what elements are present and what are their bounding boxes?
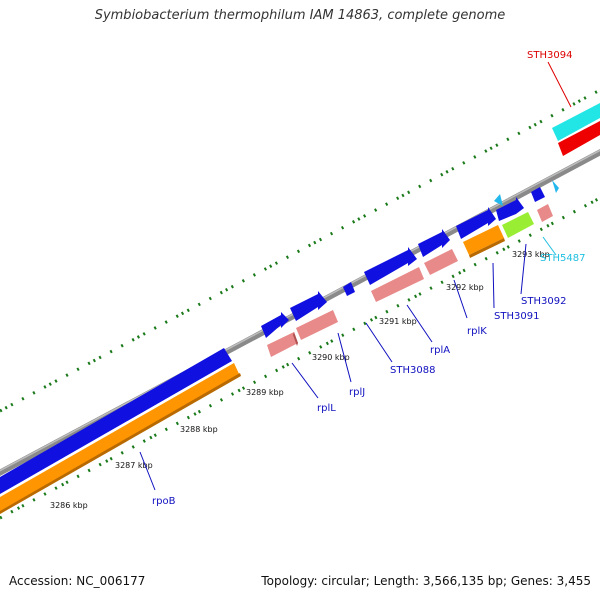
gene-extra-2 <box>494 194 503 206</box>
label-sth3088: STH3088 <box>390 365 435 376</box>
other-features[interactable] <box>463 212 534 258</box>
gene-rplJ <box>290 291 327 321</box>
label-sth3091: STH3091 <box>494 311 539 322</box>
label-rpla: rplA <box>430 345 450 356</box>
svg-text:3289 kbp: 3289 kbp <box>246 388 284 397</box>
svg-text:3293 kbp: 3293 kbp <box>512 250 550 259</box>
gene-rplK <box>418 229 450 257</box>
accession-text: Accession: NC_006177 <box>9 574 146 588</box>
rna-genes[interactable] <box>267 204 553 357</box>
gene-sth3092 <box>496 197 524 221</box>
label-sth5487: STH5487 <box>540 253 585 264</box>
gene-rplA <box>364 247 417 285</box>
map-title: Symbiobacterium thermophilum IAM 14863, … <box>94 8 506 23</box>
gene-rpob[interactable] <box>0 348 241 514</box>
gene-extra-3 <box>552 180 559 193</box>
cds-forward-genes[interactable] <box>261 180 559 338</box>
label-leaders <box>139 236 557 491</box>
gene-labels: rpoB rplL rplJ STH3088 rplA rplK STH3091… <box>152 253 585 507</box>
outer-tick-ring <box>0 88 600 413</box>
genome-summary-text: Topology: circular; Length: 3,566,135 bp… <box>261 574 591 588</box>
label-rplk: rplK <box>467 326 487 337</box>
svg-text:STH3094: STH3094 <box>527 50 572 61</box>
label-rplj: rplJ <box>349 387 365 398</box>
svg-text:3292 kbp: 3292 kbp <box>446 283 484 292</box>
label-sth3092: STH3092 <box>521 296 566 307</box>
gene-sth3088 <box>343 282 355 296</box>
svg-text:3288 kbp: 3288 kbp <box>180 425 218 434</box>
tick-labels: 3286 kbp 3287 kbp 3288 kbp 3289 kbp 3290… <box>50 250 550 510</box>
svg-text:3286 kbp: 3286 kbp <box>50 501 88 510</box>
label-rpob: rpoB <box>152 496 176 507</box>
gene-sth3094[interactable] <box>552 103 600 156</box>
svg-text:3290 kbp: 3290 kbp <box>312 353 350 362</box>
svg-text:3287 kbp: 3287 kbp <box>115 461 153 470</box>
svg-text:3291 kbp: 3291 kbp <box>379 317 417 326</box>
gene-rplL <box>261 312 289 338</box>
inner-tick-ring <box>0 196 600 520</box>
label-rpll: rplL <box>317 403 336 414</box>
gene-sth3091 <box>456 207 496 239</box>
label-sth3094: STH3094 <box>527 50 572 108</box>
gene-extra-1 <box>531 187 545 202</box>
